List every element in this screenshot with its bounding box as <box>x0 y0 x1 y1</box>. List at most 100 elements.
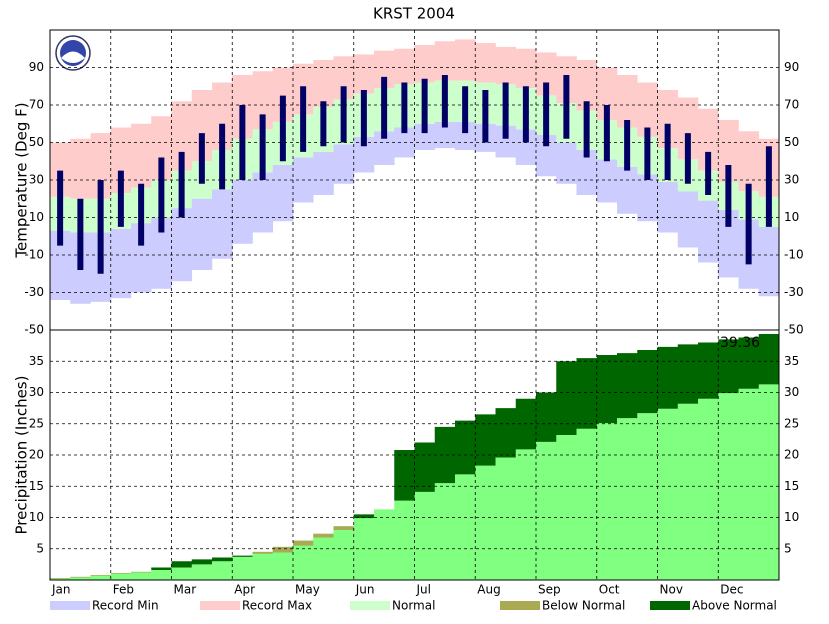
normal-precipitation <box>374 509 395 580</box>
record-min-band <box>515 129 537 165</box>
record-max-band <box>657 90 679 149</box>
y-tick-label: 15 <box>29 479 44 493</box>
y-tick-label: 10 <box>29 510 44 524</box>
observed-range <box>624 120 631 171</box>
above-normal <box>677 344 699 404</box>
above-normal <box>576 358 598 429</box>
observed-range <box>279 95 286 162</box>
record-max-band <box>313 60 334 107</box>
observed-range <box>77 198 84 270</box>
above-normal <box>758 334 780 385</box>
above-normal <box>434 426 456 484</box>
y-tick-label: 20 <box>784 448 799 462</box>
above-normal <box>596 355 618 424</box>
normal-precipitation <box>110 573 132 580</box>
x-tick-label: Nov <box>660 583 683 597</box>
record-max-band <box>374 50 395 89</box>
normal-precipitation <box>272 546 294 580</box>
legend-label: Normal <box>392 599 435 613</box>
y-tick-label: 30 <box>29 385 44 399</box>
above-normal <box>191 559 213 565</box>
observed-range <box>178 151 185 218</box>
observed-range <box>603 105 610 162</box>
x-tick-label: Aug <box>477 583 500 597</box>
observed-range <box>644 127 651 180</box>
record-min-band <box>272 165 294 222</box>
noaa-logo <box>55 35 91 71</box>
record-min-band <box>171 208 193 282</box>
record-max-band <box>394 48 415 85</box>
record-max-band <box>434 41 456 81</box>
normal-precipitation <box>677 403 699 580</box>
record-min-band <box>455 121 476 150</box>
x-tick-label: Mar <box>174 583 197 597</box>
observed-range <box>583 101 590 158</box>
observed-range <box>462 86 469 134</box>
x-tick-label: Jul <box>416 583 431 597</box>
record-max-band <box>191 90 213 162</box>
record-min-band <box>596 159 618 203</box>
observed-range <box>340 86 347 143</box>
legend-swatch <box>350 601 390 610</box>
observed-range <box>705 151 712 195</box>
observed-range <box>117 170 124 227</box>
normal-precipitation <box>90 575 112 580</box>
record-max-band <box>495 46 517 85</box>
record-max-band <box>110 127 132 194</box>
below-normal <box>252 551 274 554</box>
record-min-band <box>536 135 557 177</box>
y-axis-label: Temperature (Deg F) <box>13 102 31 258</box>
x-tick-label: Jun <box>355 583 375 597</box>
record-max-band <box>576 60 598 111</box>
below-normal <box>272 546 294 553</box>
normal-precipitation <box>70 576 91 580</box>
record-min-band <box>495 125 517 158</box>
below-normal <box>50 578 71 579</box>
observed-range <box>401 82 408 134</box>
record-min-band <box>434 121 456 149</box>
y-tick-label: 10 <box>29 210 44 224</box>
y-tick-label: 90 <box>784 60 799 74</box>
observed-range <box>543 82 550 147</box>
above-normal <box>657 346 679 409</box>
observed-range <box>522 86 529 143</box>
record-max-band <box>536 52 557 96</box>
observed-range <box>482 90 489 143</box>
observed-range <box>563 75 570 139</box>
normal-precipitation <box>434 483 456 580</box>
above-normal <box>617 353 638 419</box>
x-tick-label: Jan <box>51 583 71 597</box>
record-max-band <box>414 45 436 83</box>
record-min-band <box>698 200 719 263</box>
below-normal <box>333 526 355 530</box>
observed-range <box>684 133 691 184</box>
y-tick-label: -30 <box>24 285 44 299</box>
legend-label: Record Max <box>242 599 312 613</box>
observed-range <box>664 123 671 180</box>
record-min-band <box>576 150 598 195</box>
below-normal <box>110 573 132 574</box>
record-max-band <box>637 82 658 137</box>
observed-range <box>421 78 428 134</box>
y-tick-label: 10 <box>784 210 799 224</box>
record-max-band <box>70 138 91 199</box>
record-max-band <box>738 131 760 192</box>
observed-range <box>57 170 64 246</box>
record-min-band <box>110 228 132 299</box>
record-max-band <box>171 101 193 171</box>
y-tick-label: 25 <box>784 416 799 430</box>
x-tick-label: Feb <box>113 583 134 597</box>
normal-precipitation <box>617 418 638 580</box>
observed-range <box>381 76 388 139</box>
record-min-band <box>374 131 395 165</box>
record-max-band <box>353 54 375 94</box>
y-tick-label: 25 <box>29 416 44 430</box>
legend-swatch <box>50 601 90 610</box>
observed-range <box>219 123 226 190</box>
x-tick-label: Apr <box>234 583 255 597</box>
y-tick-label: -10 <box>24 248 44 262</box>
y-tick-label: -10 <box>784 248 804 262</box>
y-tick-label: 90 <box>29 60 44 74</box>
record-min-band <box>151 217 172 289</box>
